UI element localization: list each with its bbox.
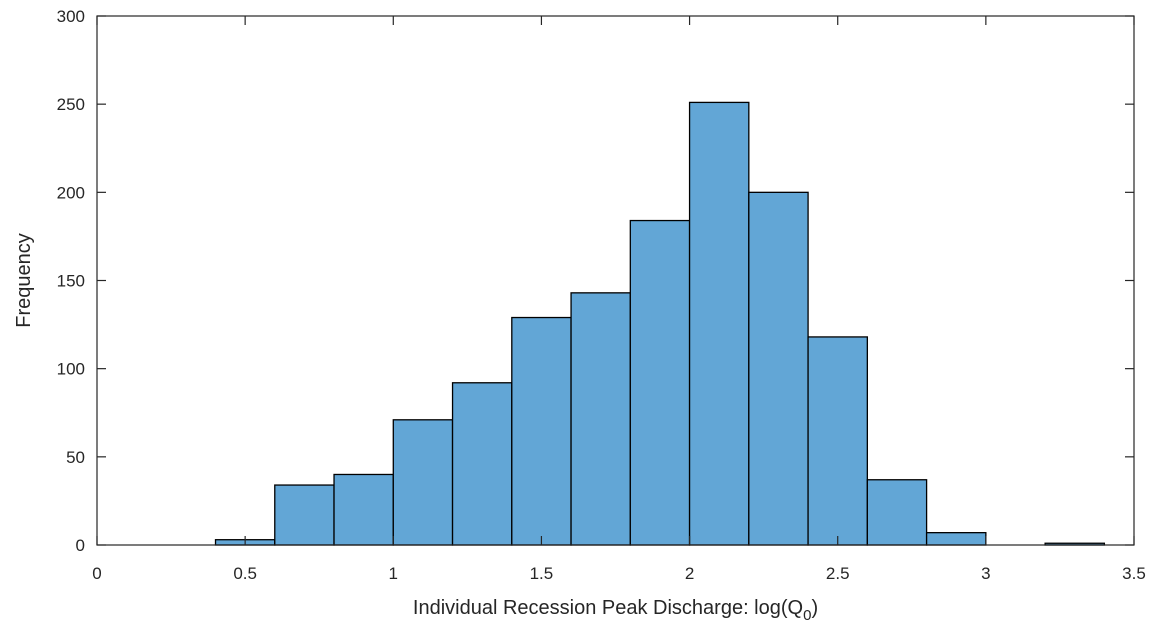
x-tick-label: 3.5 [1122,564,1146,583]
histogram-bar-7 [570,292,631,546]
x-tick-label: 2.5 [826,564,850,583]
y-tick-label: 150 [57,272,85,291]
y-tick-label: 250 [57,95,85,114]
histogram-bar-5 [451,382,513,546]
histogram-bar-6 [511,316,572,546]
bars-layer [214,101,1106,546]
x-tick-label: 1.5 [530,564,554,583]
histogram-bar-3 [333,473,394,546]
histogram-bar-12 [866,479,928,546]
x-tick-label: 2 [685,564,694,583]
x-axis-title-close: ) [811,597,818,619]
y-tick-label: 100 [57,360,85,379]
histogram-bar-4 [392,419,454,546]
x-tick-label: 3 [981,564,990,583]
y-tick-label: 50 [66,448,85,467]
x-axis-title-main: Individual Recession Peak Discharge: log… [413,597,803,619]
histogram-bar-2 [274,484,335,546]
histogram-bar-9 [688,101,750,546]
x-tick-label: 0.5 [233,564,257,583]
x-axis-title-subscript: 0 [803,607,811,624]
y-axis-title: Frequency [13,233,35,328]
y-tick-label: 200 [57,183,85,202]
y-tick-label: 300 [57,7,85,26]
x-tick-label: 0 [92,564,101,583]
tick-labels-layer: 0 0.5 1 1.5 2 2.5 3 3.5 0 50 100 150 200 250 300 [57,7,1146,583]
histogram-bar-8 [629,219,691,546]
histogram-bar-11 [807,336,868,546]
x-axis-title: Individual Recession Peak Discharge: log… [413,597,818,624]
histogram-bar-13 [925,532,987,546]
ticks-layer [96,15,1135,546]
y-tick-label: 0 [76,536,85,555]
x-tick-label: 1 [389,564,398,583]
histogram-bar-10 [748,191,809,546]
